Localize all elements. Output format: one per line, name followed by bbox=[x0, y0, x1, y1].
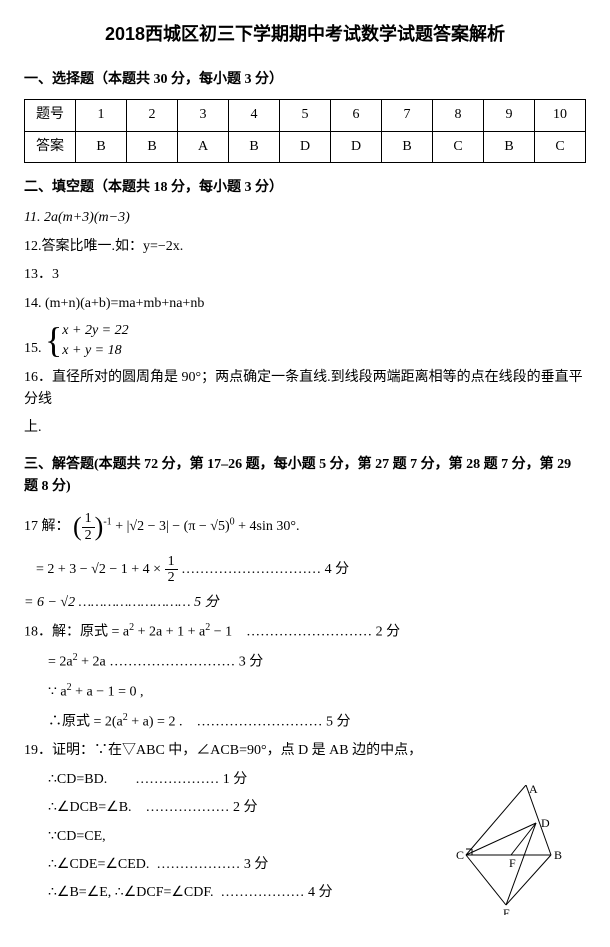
q17-tail2: + 4sin 30°. bbox=[235, 519, 300, 534]
q18-s4a: ∴原式 = 2(a bbox=[48, 715, 123, 730]
q18-r1: + 2a + 1 + a bbox=[134, 625, 205, 640]
svg-text:C: C bbox=[456, 848, 464, 862]
num-cell: 10 bbox=[535, 100, 586, 131]
svg-text:B: B bbox=[554, 848, 562, 862]
section3-head: 三、解答题(本题共 72 分，第 17–26 题，每小题 5 分，第 27 题 … bbox=[24, 454, 586, 499]
score-dots: ……………………… 5 分 bbox=[196, 715, 350, 730]
table-row: 题号 1 2 3 4 5 6 7 8 9 10 bbox=[25, 100, 586, 131]
q15-eq2: x + y = 18 bbox=[62, 341, 128, 361]
q17: 17 解： (12)-1 + |√2 − 3| − (π − √5)0 + 4s… bbox=[24, 506, 586, 548]
score-dots: ……………… 3 分 bbox=[156, 857, 268, 872]
answers-table: 题号 1 2 3 4 5 6 7 8 9 10 答案 B B A B D D B… bbox=[24, 99, 586, 163]
ans-cell: C bbox=[433, 131, 484, 162]
num-cell: 6 bbox=[331, 100, 382, 131]
q15-eq1: x + 2y = 22 bbox=[62, 321, 128, 341]
q18-step3: ∵ a2 + a − 1 = 0 , bbox=[24, 680, 586, 704]
q17-s1a: = 2 + 3 − √2 − 1 + 4 × bbox=[36, 562, 165, 577]
q13: 13．3 bbox=[24, 264, 586, 286]
num-cell: 8 bbox=[433, 100, 484, 131]
ans-cell: B bbox=[229, 131, 280, 162]
ans-cell: B bbox=[127, 131, 178, 162]
num-cell: 9 bbox=[484, 100, 535, 131]
q11: 11. 2a(m+3)(m−3) bbox=[24, 207, 586, 229]
q18-step2: = 2a2 + 2a ……………………… 3 分 bbox=[24, 650, 586, 674]
q18-s2b: + 2a bbox=[78, 655, 106, 670]
section2-head: 二、填空题（本题共 18 分，每小题 3 分） bbox=[24, 177, 586, 199]
ans-cell: B bbox=[382, 131, 433, 162]
score-dots: ……………………… 3 分 bbox=[109, 655, 263, 670]
q16b: 上. bbox=[24, 417, 586, 439]
section1-head: 一、选择题（本题共 30 分，每小题 3 分） bbox=[24, 69, 586, 91]
ans-cell: D bbox=[331, 131, 382, 162]
svg-text:E: E bbox=[503, 906, 510, 915]
q17-step2: = 6 − √2 ……………………… 5 分 bbox=[24, 592, 586, 614]
ans-cell: B bbox=[76, 131, 127, 162]
num-cell: 2 bbox=[127, 100, 178, 131]
score-dots: ……………… 2 分 bbox=[146, 800, 258, 815]
q17-tail: + |√2 − 3| − (π − √5) bbox=[115, 519, 229, 534]
score-dots: ……………………… 2 分 bbox=[246, 625, 400, 640]
table-row: 答案 B B A B D D B C B C bbox=[25, 131, 586, 162]
num-cell: 3 bbox=[178, 100, 229, 131]
ans-cell: D bbox=[280, 131, 331, 162]
brace-icon: { bbox=[45, 326, 62, 355]
ans-label: 答案 bbox=[25, 131, 76, 162]
q17-head: 17 解： bbox=[24, 519, 70, 534]
q16a: 16．直径所对的圆周角是 90°；两点确定一条直线.到线段两端距离相等的点在线段… bbox=[24, 367, 586, 412]
ans-cell: C bbox=[535, 131, 586, 162]
q17-step1: = 2 + 3 − √2 − 1 + 4 × 12 ………………………… 4 分 bbox=[24, 554, 586, 586]
q19-l1t: ∴CD=BD. bbox=[48, 772, 107, 787]
q19-head: 19．证明：∵在▽ABC 中，∠ACB=90°，点 D 是 AB 边的中点， bbox=[24, 740, 586, 762]
svg-text:D: D bbox=[541, 816, 550, 830]
num-cell: 5 bbox=[280, 100, 331, 131]
row-label: 题号 bbox=[25, 100, 76, 131]
q18-step4: ∴原式 = 2(a2 + a) = 2 . ……………………… 5 分 bbox=[24, 710, 586, 734]
q18-s3b: + a − 1 = 0 , bbox=[72, 685, 144, 700]
num-cell: 4 bbox=[229, 100, 280, 131]
q12: 12.答案比唯一.如：y=−2x. bbox=[24, 236, 586, 258]
q15-prefix: 15. bbox=[24, 341, 42, 356]
ans-cell: A bbox=[178, 131, 229, 162]
ans-cell: B bbox=[484, 131, 535, 162]
q19-l5t: ∴∠B=∠E, ∴∠DCF=∠CDF. bbox=[48, 885, 214, 900]
score-dots: ……………… 1 分 bbox=[135, 772, 247, 787]
q18-s3a: ∵ a bbox=[48, 685, 67, 700]
q18: 18．解：原式 = a2 + 2a + 1 + a2 − 1 ………………………… bbox=[24, 620, 586, 644]
q18-head: 18．解：原式 = a bbox=[24, 625, 129, 640]
q18-r2: − 1 bbox=[210, 625, 232, 640]
q19-l4t: ∴∠CDE=∠CED. bbox=[48, 857, 149, 872]
svg-text:F: F bbox=[509, 856, 516, 870]
svg-text:A: A bbox=[529, 785, 538, 796]
q19-l2t: ∴∠DCB=∠B. bbox=[48, 800, 132, 815]
num-cell: 1 bbox=[76, 100, 127, 131]
score-dots: ………………………… 4 分 bbox=[181, 562, 349, 577]
num-cell: 7 bbox=[382, 100, 433, 131]
q18-s4b: + a) = 2 . bbox=[128, 715, 183, 730]
score-dots: ……………… 4 分 bbox=[221, 885, 333, 900]
page-title: 2018西城区初三下学期期中考试数学试题答案解析 bbox=[24, 20, 586, 49]
q14: 14. (m+n)(a+b)=ma+mb+na+nb bbox=[24, 293, 586, 315]
q15: 15. { x + 2y = 22 x + y = 18 bbox=[24, 321, 586, 361]
q18-s2a: = 2a bbox=[48, 655, 73, 670]
geometry-diagram: A B C D E F bbox=[456, 785, 576, 915]
